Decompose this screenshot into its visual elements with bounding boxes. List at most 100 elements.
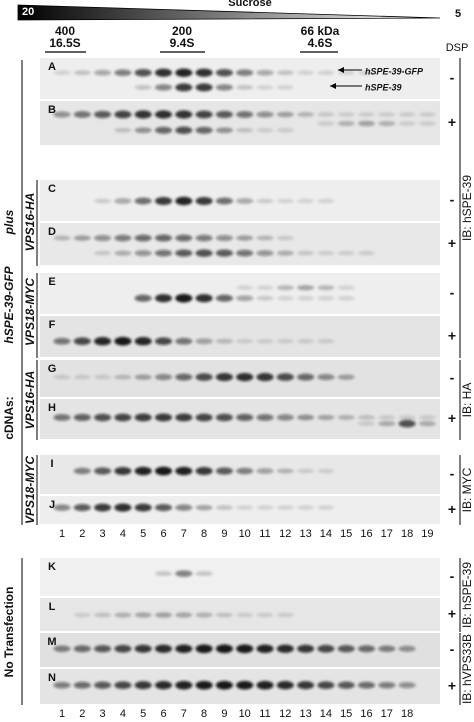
lane-number: 12 [279,708,291,720]
band [53,681,71,689]
band [256,373,274,382]
band [236,84,254,90]
dsp-sign: + [448,678,456,694]
band [155,373,172,381]
band [94,110,112,119]
band [215,249,233,257]
lane-number: 17 [381,708,393,720]
band [276,285,294,291]
lane-number: 19 [421,528,433,540]
band [155,612,172,618]
band [195,571,213,577]
band [195,68,213,77]
gradient-wedge [17,4,441,21]
band [94,413,112,422]
band [175,293,193,303]
band [195,466,213,476]
bands [155,570,213,577]
band [134,681,152,690]
bands [53,372,355,382]
lane-number: 6 [160,708,166,720]
band [256,198,274,204]
band [155,84,172,91]
band [175,373,193,381]
band [215,644,233,654]
band [398,121,416,126]
bands [53,110,436,134]
band [114,466,132,476]
band [53,504,71,511]
band [215,197,233,205]
band [155,196,172,206]
bands [53,680,416,690]
band [297,70,315,75]
band [378,415,396,420]
antibody-label: IB: HA [460,383,474,418]
lane-number: 2 [79,708,85,720]
band [337,112,355,117]
band [134,197,152,205]
band [114,374,132,380]
band [215,413,233,422]
band [337,374,355,380]
band [175,612,193,618]
band [418,121,436,126]
band [215,505,233,511]
lane-number: 4 [120,528,126,540]
lane-number: 8 [201,528,207,540]
band [175,413,193,422]
band [73,235,91,241]
band [256,680,274,690]
group-label: VPS18-MYC [23,456,37,524]
marker-size: 200 [172,24,192,38]
band [236,235,254,241]
lane-number: 14 [320,708,332,720]
no-transfection-label: No Transfection [2,587,16,678]
band [175,570,193,577]
band [378,681,396,689]
band [276,373,294,381]
band [215,294,233,302]
band [94,198,112,204]
band [195,338,213,345]
band [337,414,355,421]
band [236,249,254,257]
band [215,680,233,690]
band [134,84,152,90]
band [337,250,355,256]
lane-number: 8 [201,708,207,720]
band [276,468,294,474]
band [276,681,294,690]
band [195,294,213,303]
band [175,504,193,511]
lane-number: 14 [320,528,332,540]
lane-number: 16 [360,528,372,540]
band [358,250,375,256]
band [215,68,233,77]
group-label: VPS18-MYC [23,278,37,346]
band [155,294,172,303]
band [317,295,335,301]
band [134,503,152,512]
band [358,681,375,689]
arrow-head [330,83,336,89]
bands [73,612,294,618]
bands [53,644,416,654]
band [175,337,193,345]
panel-letter: I [50,458,53,470]
construct-label: hSPE-39-GFP [2,265,16,343]
band [155,644,172,653]
band [317,414,335,421]
lane-number: 13 [299,528,311,540]
blot-panel [40,273,440,314]
bands [53,234,375,257]
band [73,413,91,422]
band [195,413,213,422]
band [276,644,294,653]
panel-letter: M [47,636,56,648]
band [155,413,172,422]
panel-letter: D [48,226,56,238]
band [134,234,152,242]
band [94,374,112,380]
marker-coefficient: 16.5S [49,36,80,50]
